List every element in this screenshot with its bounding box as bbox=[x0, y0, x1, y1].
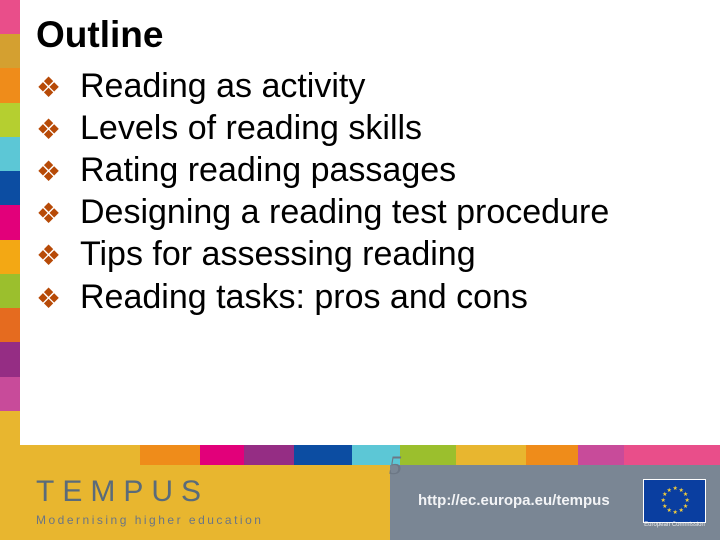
outline-item: ❖Reading tasks: pros and cons bbox=[36, 277, 690, 317]
outline-item: ❖Levels of reading skills bbox=[36, 108, 690, 148]
stripe-segment bbox=[0, 0, 20, 34]
outline-item: ❖Tips for assessing reading bbox=[36, 234, 690, 274]
eu-star-icon: ★ bbox=[679, 489, 683, 493]
stripe-segment bbox=[0, 68, 20, 102]
stripe-segment bbox=[0, 205, 20, 239]
slide-title: Outline bbox=[36, 14, 690, 56]
footer-top-stripe bbox=[0, 445, 720, 465]
eu-star-icon: ★ bbox=[662, 505, 666, 509]
bullet-icon: ❖ bbox=[36, 71, 80, 104]
outline-item-text: Tips for assessing reading bbox=[80, 235, 476, 273]
bullet-icon: ❖ bbox=[36, 113, 80, 146]
eu-star-icon: ★ bbox=[673, 487, 677, 491]
footer-stripe-segment bbox=[294, 445, 352, 465]
stripe-segment bbox=[0, 171, 20, 205]
outline-list: ❖Reading as activity❖Levels of reading s… bbox=[36, 66, 690, 317]
slide-footer: TEMPUS Modernising higher education 5 ht… bbox=[0, 445, 720, 540]
eu-star-icon: ★ bbox=[667, 489, 671, 493]
eu-star-icon: ★ bbox=[685, 499, 689, 503]
left-color-stripe bbox=[0, 0, 20, 445]
eu-star-icon: ★ bbox=[683, 493, 687, 497]
outline-item-text: Rating reading passages bbox=[80, 151, 456, 189]
outline-item: ❖Rating reading passages bbox=[36, 150, 690, 190]
footer-left: TEMPUS Modernising higher education bbox=[0, 465, 390, 540]
bullet-icon: ❖ bbox=[36, 282, 80, 315]
stripe-segment bbox=[0, 137, 20, 171]
footer-url: http://ec.europa.eu/tempus bbox=[418, 492, 610, 509]
eu-star-icon: ★ bbox=[662, 493, 666, 497]
footer-stripe-segment bbox=[400, 445, 456, 465]
footer-stripe-segment bbox=[578, 445, 624, 465]
footer-stripe-segment bbox=[244, 445, 294, 465]
stripe-segment bbox=[0, 308, 20, 342]
eu-star-icon: ★ bbox=[661, 499, 665, 503]
stripe-segment bbox=[0, 342, 20, 376]
footer-stripe-segment bbox=[526, 445, 578, 465]
footer-right: 5 http://ec.europa.eu/tempus ★★★★★★★★★★★… bbox=[390, 465, 720, 540]
brand-label: TEMPUS bbox=[36, 475, 209, 509]
outline-item: ❖Designing a reading test procedure bbox=[36, 192, 690, 232]
outline-item-text: Reading tasks: pros and cons bbox=[80, 278, 528, 316]
outline-item-text: Levels of reading skills bbox=[80, 109, 422, 147]
stripe-segment bbox=[0, 240, 20, 274]
bullet-icon: ❖ bbox=[36, 239, 80, 272]
bullet-icon: ❖ bbox=[36, 155, 80, 188]
stripe-segment bbox=[0, 34, 20, 68]
footer-stripe-segment bbox=[140, 445, 200, 465]
outline-item: ❖Reading as activity bbox=[36, 66, 690, 106]
stripe-segment bbox=[0, 411, 20, 445]
eu-star-icon: ★ bbox=[679, 509, 683, 513]
footer-stripe-segment bbox=[456, 445, 526, 465]
outline-item-text: Designing a reading test procedure bbox=[80, 193, 609, 231]
eu-flag-icon: ★★★★★★★★★★★★ bbox=[643, 479, 706, 523]
stripe-segment bbox=[0, 274, 20, 308]
stripe-segment bbox=[0, 103, 20, 137]
footer-stripe-segment bbox=[624, 445, 720, 465]
eu-star-icon: ★ bbox=[667, 509, 671, 513]
stripe-segment bbox=[0, 377, 20, 411]
slide-content: Outline ❖Reading as activity❖Levels of r… bbox=[30, 14, 690, 319]
outline-item-text: Reading as activity bbox=[80, 67, 365, 105]
eu-star-icon: ★ bbox=[673, 511, 677, 515]
footer-bar: TEMPUS Modernising higher education 5 ht… bbox=[0, 465, 720, 540]
eu-caption: European Commission bbox=[643, 522, 706, 529]
footer-stripe-segment bbox=[0, 445, 140, 465]
footer-stripe-segment bbox=[200, 445, 244, 465]
bullet-icon: ❖ bbox=[36, 197, 80, 230]
brand-tagline: Modernising higher education bbox=[36, 513, 263, 527]
decorative-five: 5 bbox=[389, 451, 402, 481]
